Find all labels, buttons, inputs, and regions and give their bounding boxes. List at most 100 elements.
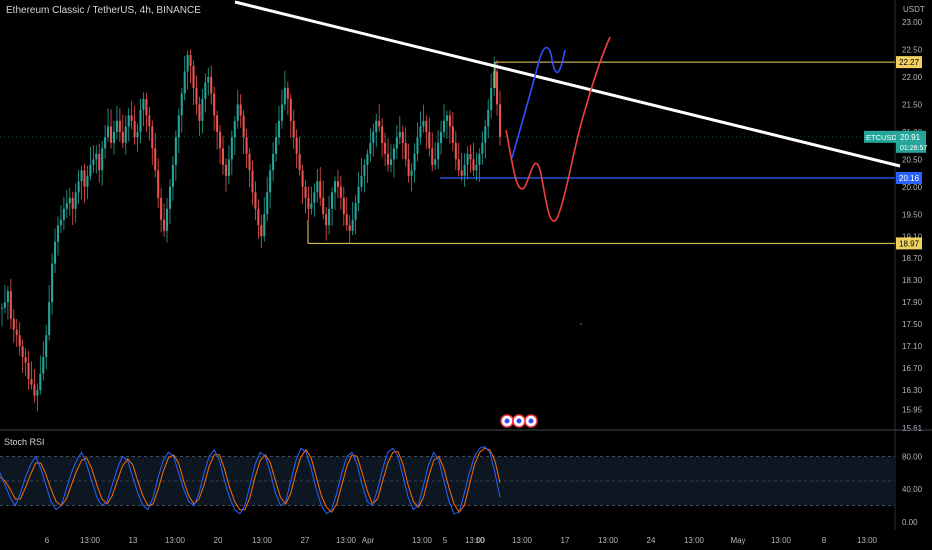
- candle-body: [124, 126, 127, 143]
- candle-body: [3, 302, 6, 308]
- current-price-label: 20.91: [900, 133, 921, 142]
- candle-body: [30, 379, 33, 385]
- candle-body: [27, 362, 30, 380]
- candle-body: [260, 225, 263, 237]
- time-tick: 6: [45, 536, 50, 545]
- level-label-18-97-bg: [896, 237, 922, 250]
- candle-body: [345, 214, 348, 226]
- price-tick: 16.30: [902, 386, 923, 395]
- candle-body: [419, 126, 422, 138]
- candle-body: [201, 98, 204, 121]
- candle-body: [207, 76, 210, 83]
- candle-body: [289, 98, 292, 121]
- candle-body: [348, 225, 351, 231]
- candle-body: [493, 71, 496, 88]
- candle-body: [9, 291, 12, 319]
- level-label-18-97: 18.97: [899, 239, 920, 248]
- price-tick: 18.30: [902, 276, 923, 285]
- candle-body: [328, 208, 331, 226]
- candle-body: [21, 346, 24, 358]
- candle-body: [292, 120, 295, 138]
- time-axis: 6 13:00 13 13:00 20 13:00 27 13:00 Apr 13:00 5 13:0…: [45, 536, 878, 545]
- price-tick: 17.10: [902, 342, 923, 351]
- candle-body: [101, 148, 104, 171]
- candle-body: [248, 153, 251, 171]
- indicator-title: Stoch RSI: [4, 437, 45, 447]
- time-tick: 10: [476, 536, 485, 545]
- candle-body: [404, 142, 407, 160]
- candle-body: [77, 181, 80, 193]
- candle-body: [157, 170, 160, 198]
- candle-body: [319, 181, 322, 198]
- candle-body: [342, 197, 345, 215]
- candle-body: [216, 115, 219, 132]
- candle-body: [65, 203, 68, 209]
- event-icon-dot: [516, 418, 522, 424]
- candle-body: [245, 137, 248, 154]
- candle-body: [139, 109, 142, 132]
- candle-body: [389, 159, 393, 165]
- candle-body: [177, 115, 180, 138]
- candle-body: [277, 120, 281, 138]
- candle-body: [407, 159, 410, 176]
- candle-body: [210, 76, 213, 94]
- candle-body: [174, 137, 177, 165]
- candle-body: [416, 137, 419, 154]
- candle-body: [83, 170, 86, 187]
- symbol-label-bg: [864, 130, 896, 143]
- time-tick: May: [730, 536, 745, 545]
- stoch-k-line: [0, 446, 501, 515]
- candle-body: [369, 142, 372, 154]
- candle-body: [12, 318, 15, 330]
- candle-body: [437, 142, 440, 160]
- price-tick: 17.50: [902, 320, 923, 329]
- candle-body: [422, 120, 425, 127]
- candle-body: [498, 104, 502, 137]
- price-tick: 20.00: [902, 183, 923, 192]
- time-tick: 13:00: [80, 536, 101, 545]
- candle-body: [130, 115, 133, 121]
- candle-body: [51, 263, 54, 303]
- candle-body: [154, 148, 157, 171]
- candle-body: [165, 208, 169, 231]
- candle-body: [15, 329, 18, 336]
- candle-body: [121, 131, 124, 143]
- stoch-tick: 0.00: [902, 518, 918, 527]
- event-icon-dot: [504, 418, 510, 424]
- candle-body: [413, 153, 416, 171]
- candle-body: [33, 384, 36, 396]
- candle-body: [307, 197, 310, 209]
- candle-body: [434, 159, 437, 165]
- time-tick: 13:00: [598, 536, 619, 545]
- candle-body: [36, 390, 39, 396]
- candle-body: [127, 115, 130, 127]
- candle-body: [104, 137, 107, 149]
- candle-body: [372, 131, 375, 143]
- candle-body: [242, 115, 245, 138]
- candle-body: [472, 159, 475, 171]
- candle-body: [316, 181, 319, 193]
- candle-body: [357, 186, 360, 204]
- candle-body: [386, 153, 390, 165]
- candle-body: [410, 170, 413, 176]
- candle-body: [180, 93, 183, 116]
- candle-body: [384, 142, 387, 154]
- price-tick: 17.90: [902, 298, 923, 307]
- candle-body: [331, 192, 334, 209]
- price-tick: 20.50: [902, 155, 923, 164]
- candle-body: [266, 192, 269, 215]
- candle-body: [478, 153, 481, 165]
- candle-body: [186, 54, 189, 72]
- price-axis: USDT23.0022.5022.0021.5021.0020.5020.001…: [0, 0, 932, 530]
- candle-body: [80, 170, 83, 182]
- level-label-20-16: 20.16: [899, 174, 920, 183]
- candle-body: [490, 87, 493, 110]
- candle-body: [425, 120, 428, 132]
- candle-body: [322, 197, 325, 215]
- time-tick: 13:00: [857, 536, 878, 545]
- candle-body: [198, 104, 201, 121]
- candle-body: [375, 120, 378, 132]
- stoch-d-line: [0, 447, 501, 514]
